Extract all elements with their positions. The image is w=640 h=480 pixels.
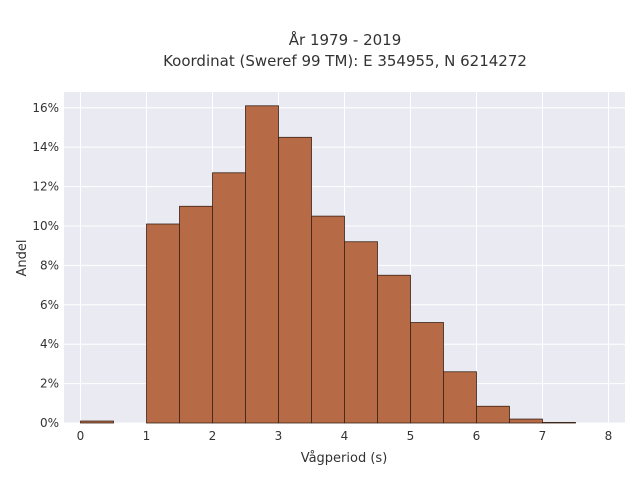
histogram-bar [212,172,246,424]
y-tick-label: 6% [40,298,59,312]
chart-title-line-1: År 1979 - 2019 [289,30,402,49]
x-tick-label: 8 [605,429,613,443]
histogram-bar [278,136,312,424]
x-tick-label: 5 [407,429,415,443]
histogram-bar [179,205,213,424]
histogram-bar [542,422,576,424]
x-tick-label: 0 [77,429,85,443]
histogram-bar [80,420,114,424]
histogram-bar [377,274,411,424]
y-tick-label: 14% [32,140,59,154]
histogram-bar [245,105,279,424]
y-tick-label: 16% [32,101,59,115]
histogram-bar [344,241,378,424]
histogram-bar [410,322,444,424]
chart-title-line-2: Koordinat (Sweref 99 TM): E 354955, N 62… [163,52,527,70]
x-axis-label: Vågperiod (s) [301,451,388,466]
x-tick-label: 7 [539,429,547,443]
y-tick-label: 10% [32,219,59,233]
y-tick-labels: 0% 2% 4% 6% 8% 10% 12% 14% 16% [32,101,59,430]
y-tick-label: 12% [32,180,59,194]
histogram-bar [476,405,510,424]
x-tick-label: 6 [473,429,481,443]
y-tick-label: 0% [40,416,59,430]
y-tick-label: 8% [40,258,59,272]
x-tick-label: 3 [275,429,283,443]
x-tick-label: 4 [341,429,349,443]
histogram-bar [443,371,477,424]
bars [80,105,576,424]
y-axis-label: Andel [15,240,30,277]
y-tick-label: 2% [40,377,59,391]
histogram-bar [311,215,345,424]
x-tick-label: 1 [143,429,151,443]
x-tick-label: 2 [209,429,217,443]
x-tick-labels: 0 1 2 3 4 5 6 7 8 [77,429,613,443]
histogram-bar [146,223,180,424]
histogram-bar [509,418,543,424]
y-tick-label: 4% [40,337,59,351]
